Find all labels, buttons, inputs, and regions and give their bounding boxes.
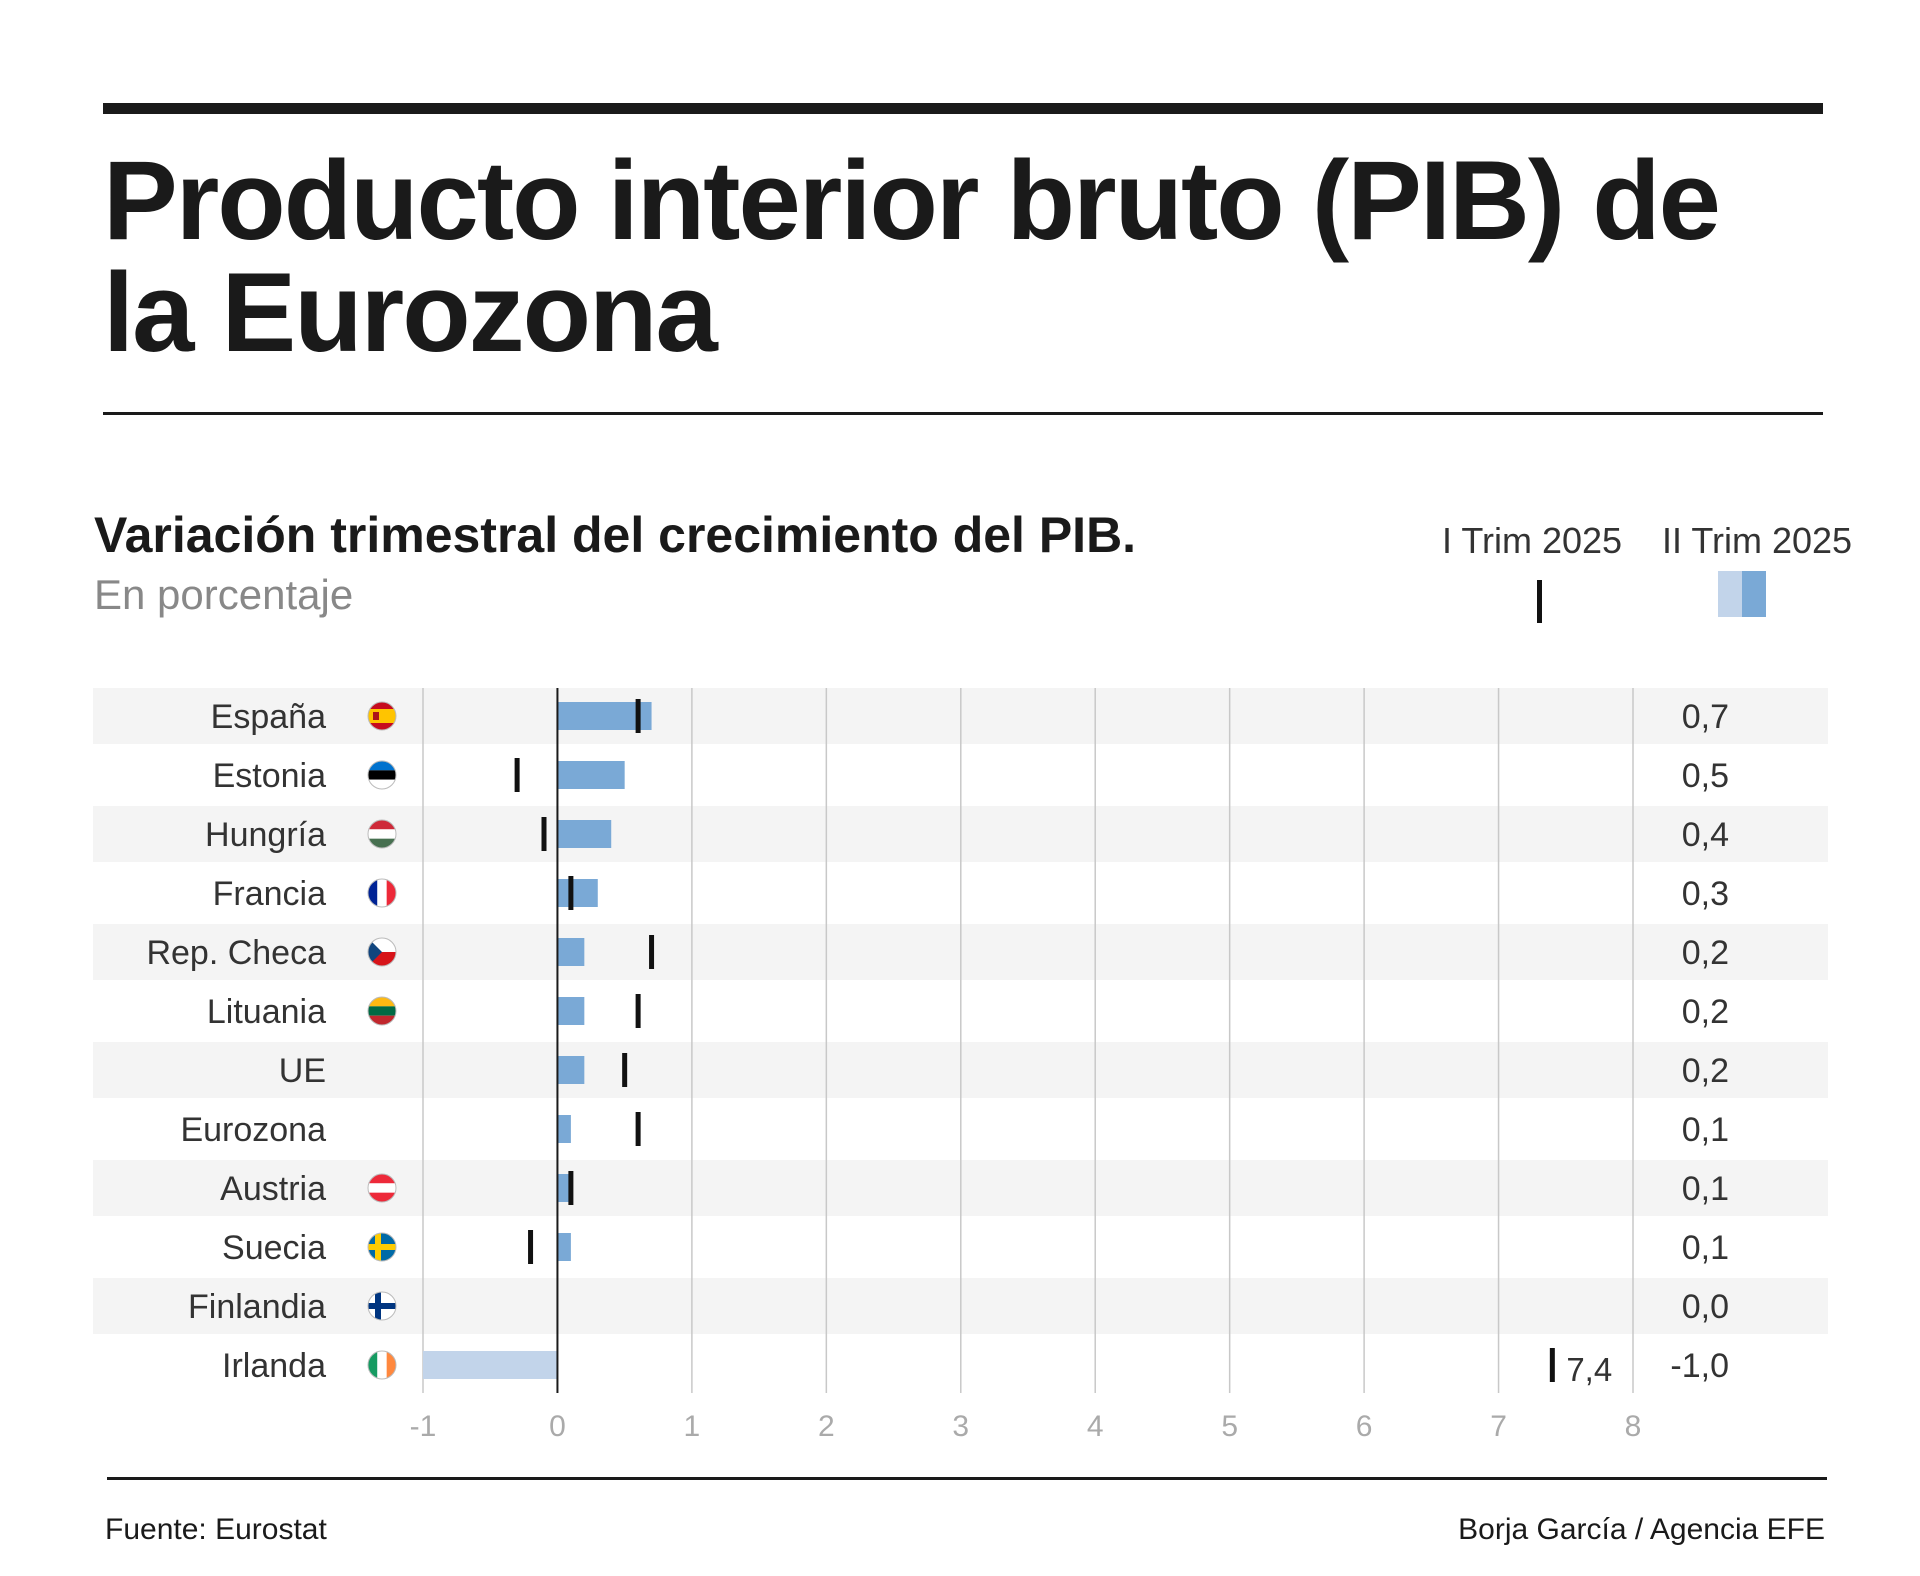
bar-current bbox=[423, 1351, 558, 1379]
x-tick-label: 8 bbox=[1625, 1410, 1642, 1443]
marker-previous bbox=[635, 994, 641, 1028]
value-label: 0,2 bbox=[1682, 1052, 1729, 1090]
value-label: 0,3 bbox=[1682, 875, 1729, 913]
credit-note: Borja García / Agencia EFE bbox=[1458, 1513, 1825, 1546]
x-tick-label: 6 bbox=[1356, 1410, 1373, 1443]
austria-flag-icon bbox=[367, 1173, 397, 1203]
marker-previous bbox=[541, 817, 547, 851]
bar-current bbox=[557, 820, 612, 848]
x-tick-label: 7 bbox=[1490, 1410, 1507, 1443]
bar-current bbox=[557, 879, 598, 907]
marker-previous bbox=[635, 699, 641, 733]
x-tick-label: 2 bbox=[818, 1410, 835, 1443]
value-label: 0,0 bbox=[1682, 1288, 1729, 1326]
france-flag-icon bbox=[367, 878, 397, 908]
x-tick-label: 3 bbox=[952, 1410, 969, 1443]
country-label: Suecia bbox=[222, 1229, 326, 1267]
value-label: 0,1 bbox=[1682, 1111, 1729, 1149]
title-rule bbox=[103, 412, 1823, 415]
legend-bar-negative bbox=[1718, 571, 1742, 617]
country-label: Irlanda bbox=[222, 1347, 326, 1385]
estonia-flag-icon bbox=[367, 760, 397, 790]
bar-current bbox=[557, 938, 585, 966]
country-label: Austria bbox=[220, 1170, 326, 1208]
footer-rule bbox=[107, 1477, 1827, 1480]
value-label: 0,4 bbox=[1682, 816, 1729, 854]
page-title: Producto interior bruto (PIB) de la Euro… bbox=[103, 138, 1721, 375]
x-tick-label: -1 bbox=[410, 1410, 437, 1443]
ireland-flag-icon bbox=[367, 1350, 397, 1380]
sweden-flag-icon bbox=[367, 1232, 397, 1262]
czechia-flag-icon bbox=[367, 937, 397, 967]
country-label: Finlandia bbox=[188, 1288, 326, 1326]
marker-previous bbox=[635, 1112, 641, 1146]
gdp-bar-chart: España 0,7 Estonia 0,5 Hungría 0,4 Francia 0,3 R… bbox=[93, 688, 1828, 1443]
value-label: 0,7 bbox=[1682, 698, 1729, 736]
spain-flag-icon bbox=[367, 701, 397, 731]
marker-annotation: 7,4 bbox=[1566, 1351, 1612, 1388]
marker-previous bbox=[649, 935, 655, 969]
country-label: Hungría bbox=[205, 816, 326, 854]
legend-marker-prev bbox=[1537, 580, 1542, 623]
x-tick-label: 1 bbox=[684, 1410, 701, 1443]
x-tick-label: 0 bbox=[549, 1410, 566, 1443]
chart-unit: En porcentaje bbox=[94, 571, 354, 618]
country-label: UE bbox=[279, 1052, 326, 1090]
country-label: Francia bbox=[213, 875, 326, 913]
value-label: -1,0 bbox=[1670, 1347, 1729, 1385]
bar-current bbox=[557, 1115, 571, 1143]
bar-current bbox=[557, 1056, 585, 1084]
marker-previous bbox=[568, 876, 574, 910]
bar-current bbox=[557, 1174, 571, 1202]
legend-label-prev: I Trim 2025 bbox=[1442, 520, 1623, 561]
value-label: 0,5 bbox=[1682, 757, 1729, 795]
country-label: España bbox=[211, 698, 326, 736]
country-label: Eurozona bbox=[180, 1111, 326, 1149]
value-label: 0,2 bbox=[1682, 934, 1729, 972]
bar-current bbox=[557, 761, 625, 789]
x-tick-label: 5 bbox=[1221, 1410, 1238, 1443]
bar-current bbox=[557, 1233, 571, 1261]
marker-previous bbox=[514, 758, 520, 792]
top-rule bbox=[103, 103, 1823, 114]
country-label: Rep. Checa bbox=[146, 934, 326, 972]
marker-previous bbox=[622, 1053, 628, 1087]
lithuania-flag-icon bbox=[367, 996, 397, 1026]
x-tick-label: 4 bbox=[1087, 1410, 1104, 1443]
chart-subtitle: Variación trimestral del crecimiento del… bbox=[94, 507, 1137, 563]
marker-previous bbox=[568, 1171, 574, 1205]
country-label: Estonia bbox=[213, 757, 326, 795]
bar-current bbox=[557, 997, 585, 1025]
legend-label-curr: II Trim 2025 bbox=[1662, 520, 1853, 561]
marker-previous bbox=[1549, 1348, 1555, 1382]
country-label: Lituania bbox=[207, 993, 326, 1031]
finland-flag-icon bbox=[367, 1291, 397, 1321]
marker-previous bbox=[528, 1230, 534, 1264]
value-label: 0,1 bbox=[1682, 1170, 1729, 1208]
hungary-flag-icon bbox=[367, 819, 397, 849]
value-label: 0,1 bbox=[1682, 1229, 1729, 1267]
legend-bar-positive bbox=[1742, 571, 1766, 617]
source-note: Fuente: Eurostat bbox=[105, 1513, 327, 1546]
value-label: 0,2 bbox=[1682, 993, 1729, 1031]
